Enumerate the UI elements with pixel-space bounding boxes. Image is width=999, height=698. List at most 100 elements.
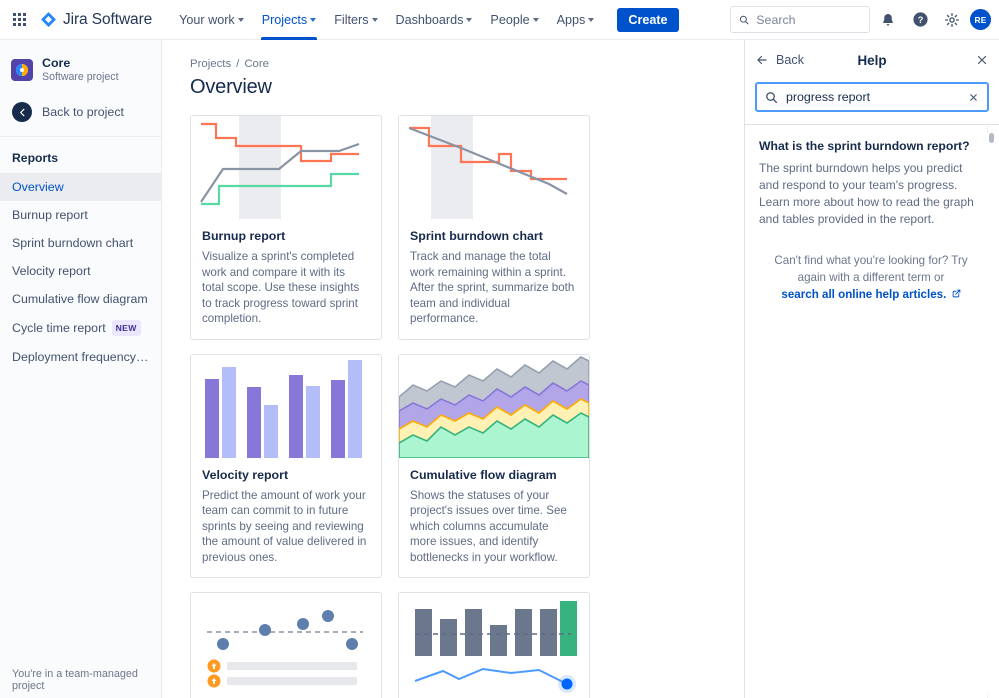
breadcrumb-projects[interactable]: Projects — [190, 58, 232, 70]
help-footer: Can't find what you're looking for? Try … — [759, 252, 983, 303]
settings-gear-icon[interactable] — [938, 6, 966, 34]
nav-item-projects[interactable]: Projects — [253, 0, 326, 40]
card-description: Track and manage the total work remainin… — [410, 250, 575, 325]
help-back-button[interactable]: Back — [755, 53, 804, 67]
report-card-deployment-frequency[interactable]: Deployment Frequency Report Understand y… — [398, 592, 590, 698]
svg-text:?: ? — [917, 15, 923, 25]
back-to-project-button[interactable]: Back to project — [0, 96, 161, 136]
help-panel-header: Back Help — [745, 40, 999, 80]
main-content: Projects / Core Overview Burnup report — [162, 40, 744, 698]
sidebar-item-label: Overview — [12, 180, 64, 194]
global-search-input[interactable] — [756, 12, 861, 27]
scrollbar-thumb[interactable] — [989, 133, 994, 143]
sidebar-item-cycle-time-report[interactable]: Cycle time report NEW — [0, 313, 161, 343]
sidebar-footer-note: You're in a team-managed project — [0, 660, 161, 698]
sidebar-item-label: Sprint burndown chart — [12, 236, 134, 250]
back-arrow-icon — [12, 102, 32, 122]
project-type: Software project — [42, 71, 119, 83]
nav-item-label: People — [490, 12, 530, 27]
user-avatar[interactable]: RE — [970, 9, 991, 30]
notifications-icon[interactable] — [874, 6, 902, 34]
project-header[interactable]: Core Software project — [0, 40, 161, 96]
card-description: Predict the amount of work your team can… — [202, 488, 367, 564]
card-title: Velocity report — [202, 467, 289, 482]
clear-search-icon[interactable] — [968, 92, 979, 103]
page-title: Overview — [190, 76, 272, 98]
nav-item-dashboards[interactable]: Dashboards — [387, 0, 482, 40]
sidebar-item-burnup-report[interactable]: Burnup report — [0, 201, 161, 229]
sidebar-section-reports: Reports — [12, 151, 59, 165]
report-card-cumulative-flow[interactable]: Cumulative flow diagram Shows the status… — [398, 353, 590, 578]
card-body: Cumulative flow diagram Shows the status… — [399, 458, 589, 578]
help-search-wrapper — [745, 80, 999, 124]
jira-diamond-icon — [41, 12, 56, 27]
card-body: Sprint burndown chart Track and manage t… — [399, 219, 589, 339]
help-scrollbar[interactable] — [987, 133, 996, 694]
chevron-down-icon — [310, 18, 317, 22]
nav-item-label: Your work — [179, 12, 235, 27]
sidebar-item-velocity-report[interactable]: Velocity report — [0, 257, 161, 285]
cycle-time-scatter-thumbnail — [191, 593, 381, 696]
scrollbar-track — [987, 133, 996, 694]
card-body: Velocity report Predict the amount of wo… — [191, 458, 381, 578]
report-card-burnup[interactable]: Burnup report Visualize a sprint's compl… — [190, 115, 382, 340]
nav-item-people[interactable]: People — [481, 0, 547, 40]
sidebar-item-cumulative-flow-diagram[interactable]: Cumulative flow diagram — [0, 285, 161, 313]
brand-text: Jira Software — [63, 10, 153, 28]
nav-item-your-work[interactable]: Your work — [170, 0, 253, 40]
help-all-articles-link[interactable]: search all online help articles. — [781, 288, 947, 301]
breadcrumb: Projects / Core — [190, 58, 720, 70]
help-result-question[interactable]: What is the sprint burndown report? — [759, 139, 970, 153]
help-icon[interactable]: ? — [906, 6, 934, 34]
sidebar-item-deployment-frequency-report[interactable]: Deployment frequency report... — [0, 343, 161, 371]
app-switcher-icon[interactable] — [6, 7, 32, 33]
project-sidebar: Core Software project Back to project Re… — [0, 40, 162, 698]
create-button[interactable]: Create — [617, 7, 679, 32]
help-search-field[interactable] — [755, 82, 989, 112]
help-panel: Back Help — [744, 40, 999, 698]
sidebar-item-label: Velocity report — [12, 264, 91, 278]
report-card-cycle-time[interactable]: Cycle Time Report Displays your team's c… — [190, 592, 382, 698]
search-icon — [766, 91, 778, 103]
help-result-answer: The sprint burndown helps you predict an… — [759, 161, 974, 226]
chevron-down-icon — [532, 18, 539, 22]
nav-item-apps[interactable]: Apps — [548, 0, 604, 40]
jira-brand-logo[interactable]: Jira Software — [40, 11, 152, 29]
help-search-input[interactable] — [786, 90, 960, 104]
chevron-down-icon — [466, 18, 473, 22]
close-icon[interactable] — [975, 53, 989, 67]
project-avatar-icon — [11, 59, 33, 81]
burndown-chart-svg — [408, 116, 568, 219]
burndown-chart-thumbnail — [399, 116, 589, 219]
nav-item-label: Projects — [261, 12, 308, 27]
chevron-down-icon — [237, 18, 244, 22]
chevron-down-icon — [371, 18, 378, 22]
sidebar-divider — [0, 136, 161, 137]
reports-card-grid: Burnup report Visualize a sprint's compl… — [190, 115, 720, 698]
sidebar-item-overview[interactable]: Overview — [0, 173, 161, 201]
sidebar-item-sprint-burndown-chart[interactable]: Sprint burndown chart — [0, 229, 161, 257]
sidebar-item-label: Cycle time report — [12, 321, 106, 335]
velocity-bars-svg — [205, 359, 362, 458]
new-badge: NEW — [111, 320, 141, 336]
card-body: Burnup report Visualize a sprint's compl… — [191, 219, 381, 339]
breadcrumb-core[interactable]: Core — [244, 58, 270, 70]
external-link-icon — [952, 289, 960, 298]
sidebar-item-label: Deployment frequency report... — [12, 350, 149, 364]
arrow-left-icon — [757, 55, 767, 65]
back-to-project-label: Back to project — [42, 105, 124, 119]
help-divider — [745, 124, 999, 125]
global-search[interactable] — [730, 6, 870, 33]
burnup-chart-thumbnail — [191, 116, 381, 219]
nav-right-actions: ? RE — [730, 6, 991, 34]
report-card-sprint-burndown[interactable]: Sprint burndown chart Track and manage t… — [398, 115, 590, 340]
report-card-velocity[interactable]: Velocity report Predict the amount of wo… — [190, 353, 382, 578]
nav-item-label: Dashboards — [395, 12, 464, 27]
search-icon — [739, 15, 749, 24]
nav-item-filters[interactable]: Filters — [325, 0, 386, 40]
help-back-label: Back — [776, 53, 804, 67]
breadcrumb-separator: / — [236, 58, 240, 70]
burnup-chart-svg — [200, 116, 360, 219]
card-title: Burnup report — [202, 229, 286, 243]
nav-item-label: Filters — [334, 12, 369, 27]
